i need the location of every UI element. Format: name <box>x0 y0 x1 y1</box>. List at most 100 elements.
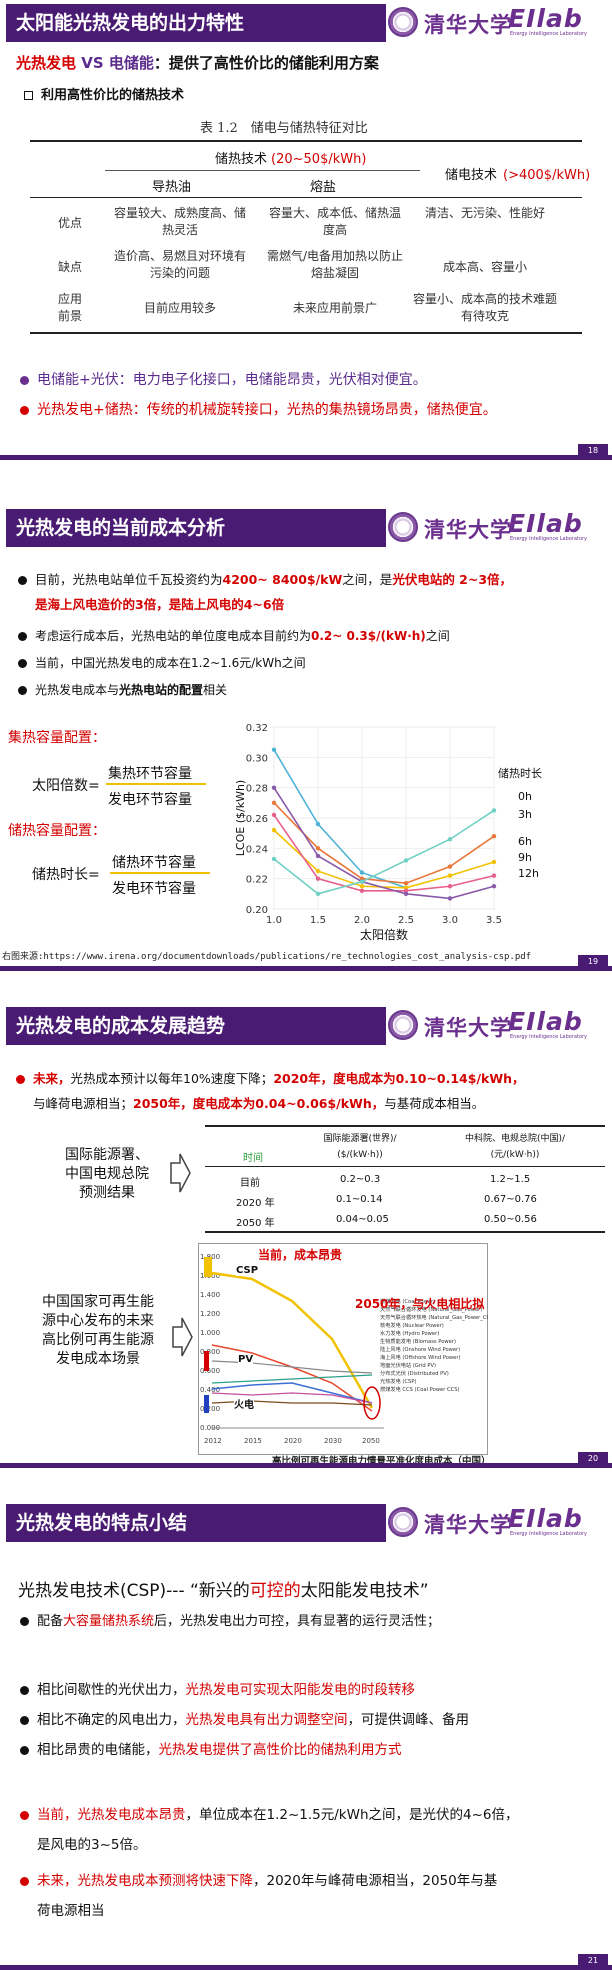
chart-caption: 高比例可再生能源电力情景平准化度电成本（中国） <box>272 1456 491 1467</box>
bullet-text: 电储能+光伏：电力电子化接口，电储能昂贵，光伏相对便宜。 <box>37 372 427 388</box>
sub-bullet-text: 利用高性价比的储热技术 <box>41 88 185 103</box>
data-point <box>315 821 321 827</box>
table-cell: 未来应用前景广 <box>292 301 377 315</box>
data-point <box>359 870 365 875</box>
bullet-text: 0.2~ 0.3$/(kW·h) <box>311 629 426 643</box>
bullet-red: 光热发电+储热：传统的机械旋转接口，光热的集热镜场昂贵，储热便宜。 <box>20 399 497 419</box>
bullet-text: 当前，中国光热发电的成本在1.2~1.6元/kWh之间 <box>35 656 306 670</box>
tsinghua-eilab-logo: 清华大学 EIlab Energy Intelligence Laborator… <box>388 509 602 545</box>
fraction-denominator: 发电环节容量 <box>108 792 192 808</box>
bullet-text: ，2020年与峰荷电源相当，2050年与基 <box>253 1873 498 1889</box>
bullet-dot-icon <box>20 1876 29 1886</box>
data-point <box>271 827 277 833</box>
headline-part: 光热发电技术(CSP)--- “新兴的 <box>18 1581 250 1601</box>
bullet-text: 光热发电成本与 <box>35 683 120 697</box>
bullet-future: 未来，光热成本预计以每年10%速度下降；2020年，度电成本为0.10~0.14… <box>16 1066 525 1116</box>
legend-label: 12h <box>518 867 539 880</box>
data-point <box>315 846 321 851</box>
coal-marker-icon <box>204 1395 209 1413</box>
eilab-logo-text: EIlab <box>508 1007 583 1036</box>
legend-item: 地面光伏电站 (Grid PV) <box>380 1361 436 1369</box>
table-cell: 容量大、成本低、储热温度高 <box>268 206 401 237</box>
cost-trend-plot: 1.800 1.600 1.400 1.200 1.000 0.800 0.60… <box>200 1253 488 1445</box>
data-point <box>447 884 453 889</box>
table-rule-top <box>30 140 582 142</box>
data-point <box>271 785 277 790</box>
storage-hours-label: 储热时长= <box>32 867 100 883</box>
legend-label: 6h <box>518 835 532 848</box>
bullet-6: 未来，光热发电成本预测将快速下降，2020年与峰荷电源相当，2050年与基 荷电… <box>20 1866 497 1926</box>
x-tick-label: 3.5 <box>486 915 502 926</box>
table-cell: 2050 年 <box>236 1218 275 1229</box>
legend-item: 光热发电 (CSP) <box>380 1377 417 1385</box>
lcoe-line-chart: 0.20 0.22 0.24 0.26 0.28 0.30 0.32 1.0 1.5 2.0 2.5… <box>234 723 542 942</box>
bullet-text: 未来，光热发电成本预测将快速下降 <box>37 1873 253 1889</box>
convergence-highlight <box>363 1386 381 1420</box>
bullet-text: 光热电站的配置 <box>119 683 204 697</box>
bullet-1: 配备大容量储热系统后，光热发电出力可控，具有显著的运行灵活性； <box>20 1610 440 1629</box>
legend-item: 分布式光伏 (Distributed PV) <box>380 1369 449 1377</box>
table-cell: 0.1~0.14 <box>336 1194 383 1205</box>
bullet-1: 目前，光热电站单位千瓦投资约为4200~ 8400$/kW之间，是光伏电站的 2… <box>18 567 512 617</box>
legend-item: 天然气联合循环热电 (Natural_Gas_Power_CC) <box>380 1313 488 1321</box>
headline-part: ：提供了高性价比的储能利用方案 <box>153 54 379 72</box>
bullet-text: ，可提供调峰、备用 <box>347 1712 470 1728</box>
source-note: 右图来源:https://www.irena.org/documentdownl… <box>2 952 532 962</box>
series-line-3h <box>273 802 495 885</box>
bullet-text: 光热发电具有出力调整空间 <box>185 1712 348 1728</box>
csp-headline: 光热发电技术(CSP)--- “新兴的可控的太阳能发电技术” <box>18 1576 429 1601</box>
annotation-now: 当前，成本昂贵 <box>258 1248 343 1262</box>
y-tick-label: 0.28 <box>246 784 268 795</box>
data-point <box>359 888 365 893</box>
table-rule-mid <box>105 170 420 171</box>
y-tick: 0.000 <box>200 1424 220 1432</box>
data-point <box>403 891 409 897</box>
x-tick: 2012 <box>204 1437 222 1445</box>
headline: 光热发电 VS 电储能：提供了高性价比的储能利用方案 <box>16 52 379 73</box>
bullet-dot-icon <box>18 686 27 695</box>
table-cell: 清洁、无污染、性能好 <box>424 206 545 220</box>
page-number: 20 <box>578 1452 608 1466</box>
data-point <box>359 879 365 884</box>
th-time: 时间 <box>243 1153 263 1164</box>
left-line: 中国电规总院 <box>65 1166 149 1182</box>
bullet-dot-icon <box>20 1745 29 1755</box>
tsinghua-eilab-logo: 清华大学 EIlab Energy Intelligence Laborator… <box>388 1007 602 1043</box>
data-point <box>359 876 365 881</box>
bullet-text: 相关 <box>203 683 228 697</box>
bullet-dot-icon <box>18 576 27 585</box>
slide-title: 光热发电的成本发展趋势 <box>6 1007 386 1045</box>
x-tick: 2030 <box>324 1437 342 1445</box>
legend-item: 燃煤发电 (Coal Power) <box>380 1297 435 1305</box>
eilab-subtitle: Energy Intelligence Laboratory <box>510 1034 588 1040</box>
legend-item: 水力发电 (Hydro Power) <box>380 1329 439 1337</box>
coal-series-line <box>211 1382 373 1404</box>
series-line-12h <box>273 787 495 900</box>
x-tick: 2020 <box>284 1437 302 1445</box>
y-tick: 0.200 <box>200 1405 220 1413</box>
y-tick: 0.800 <box>200 1348 220 1356</box>
left-line: 高比例可再生能源 <box>42 1332 154 1348</box>
csp-series-line <box>211 1271 374 1409</box>
fraction-numerator: 储热环节容量 <box>112 855 196 871</box>
x-tick-label: 3.0 <box>442 915 458 926</box>
arrow-right-icon <box>172 1317 193 1357</box>
bullet-text: 4200~ 8400$/kW <box>222 572 343 587</box>
bullet-purple: 电储能+光伏：电力电子化接口，电储能昂贵，光伏相对便宜。 <box>20 369 427 389</box>
y-tick: 0.600 <box>200 1367 220 1375</box>
bullet-text: 2050年，度电成本为0.04~0.06$/kWh， <box>133 1096 385 1111</box>
legend-label: 9h <box>518 851 532 864</box>
bullet-text: 是海上风电造价的3倍，是陆上风电的4~6倍 <box>35 597 285 612</box>
data-point <box>491 873 497 878</box>
th-elec: 储电技术 (>400$/kWh) <box>445 164 590 183</box>
label-pv: PV <box>238 1354 254 1365</box>
bullet-dot-icon <box>20 1685 29 1695</box>
data-point <box>447 896 453 901</box>
data-point <box>403 881 409 886</box>
x-tick: 2015 <box>244 1437 262 1445</box>
row-label: 缺点 <box>57 260 82 274</box>
table-rule-bottom <box>205 1231 605 1233</box>
left-line: 预测结果 <box>79 1185 135 1201</box>
headline-part: VS <box>76 54 109 72</box>
label-coal: 火电 <box>234 1396 254 1411</box>
